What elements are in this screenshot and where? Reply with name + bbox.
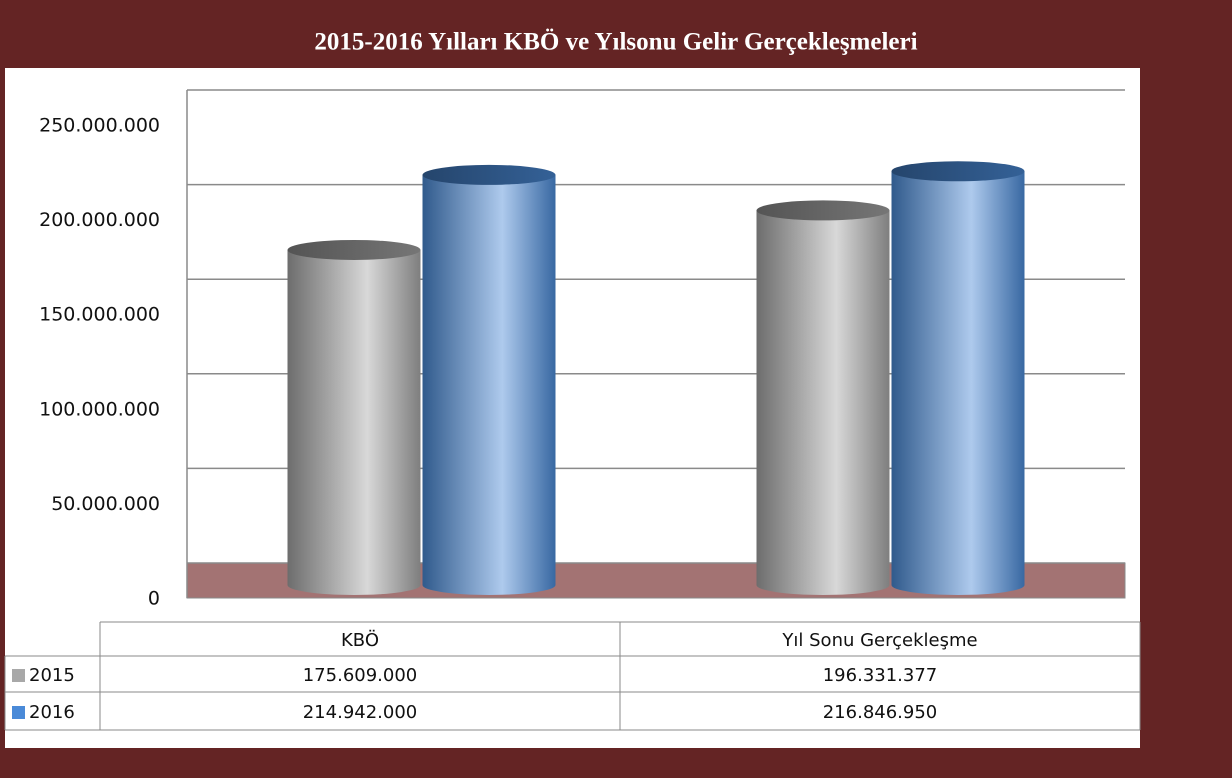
y-tick-label: 250.000.000 (39, 115, 160, 137)
table-value: 175.609.000 (303, 665, 418, 686)
bar (756, 210, 890, 596)
bar-top (891, 161, 1025, 182)
legend-label: 2015 (29, 665, 75, 686)
bar-top (422, 164, 556, 185)
table-value: 216.846.950 (823, 702, 938, 723)
y-tick-label: 200.000.000 (39, 209, 160, 231)
bar-top (756, 200, 890, 221)
table-header: Yıl Sonu Gerçekleşme (781, 630, 977, 651)
y-tick-label: 50.000.000 (51, 493, 160, 515)
legend-swatch (12, 706, 25, 719)
bar (287, 249, 421, 595)
legend-label: 2016 (29, 702, 75, 723)
legend-swatch (12, 669, 25, 682)
y-tick-label: 150.000.000 (39, 304, 160, 326)
chart-title: 2015-2016 Yılları KBÖ ve Yılsonu Gelir G… (314, 29, 917, 56)
table-value: 196.331.377 (823, 665, 938, 686)
table-header: KBÖ (341, 629, 379, 651)
table-value: 214.942.000 (303, 702, 418, 723)
bar-top (287, 239, 421, 260)
bar (891, 171, 1025, 595)
bar (422, 174, 556, 595)
y-tick-label: 0 (148, 588, 160, 610)
y-tick-label: 100.000.000 (39, 398, 160, 420)
